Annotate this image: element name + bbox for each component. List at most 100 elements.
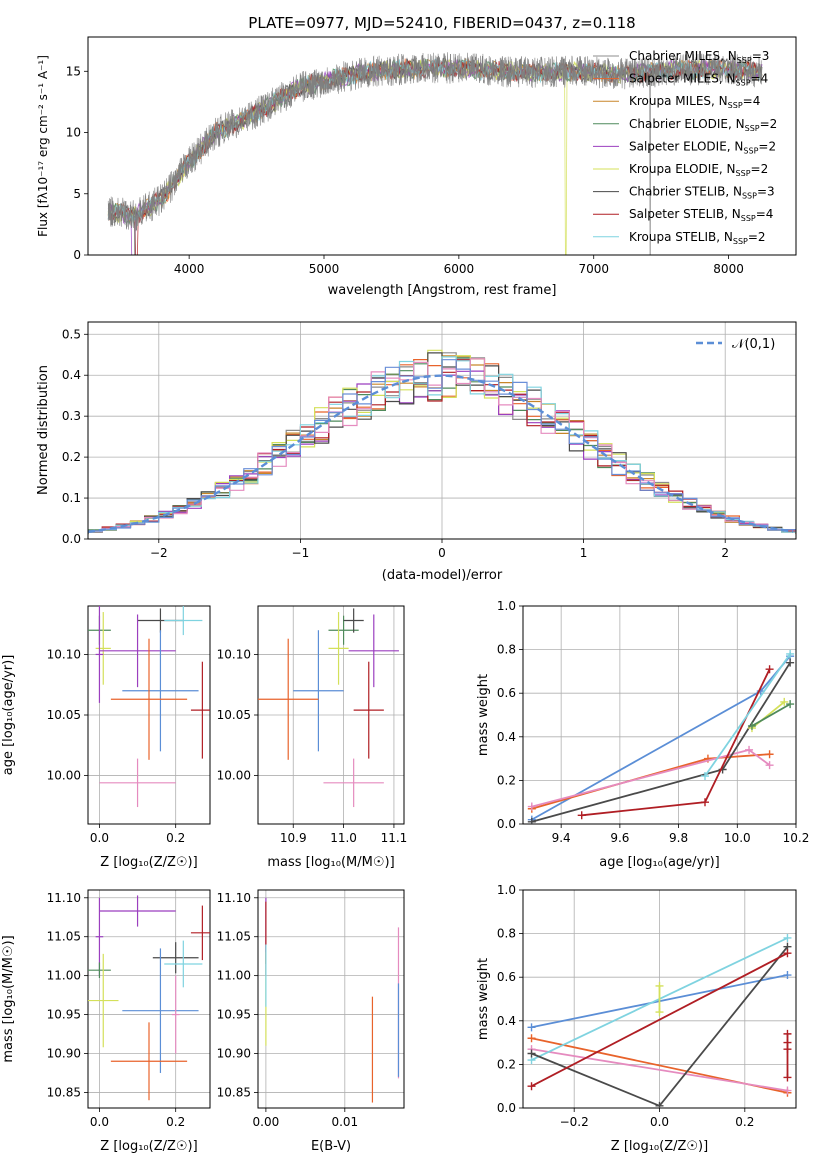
plot-frame: [257, 605, 405, 825]
y-tick-label: 10.90: [47, 1047, 81, 1061]
x-tick-label: 0.2: [735, 1115, 754, 1129]
residual-histogram: [88, 359, 796, 534]
y-tick-label: 0.2: [497, 1057, 516, 1071]
x-tick-label: 10.0: [724, 831, 751, 845]
weight-marker: [701, 798, 709, 807]
spectrum-lines: [107, 52, 763, 255]
legend-entry: Kroupa MILES, NSSP=4: [629, 94, 760, 110]
weight-marker: [783, 933, 792, 942]
model-trace: [107, 58, 763, 255]
y-tick-label: 11.00: [47, 969, 81, 983]
weight-line: [531, 1048, 788, 1092]
plot-frame: [87, 889, 211, 1109]
y-tick-label: 10.85: [47, 1085, 81, 1099]
weight-marker: [783, 971, 792, 980]
spectrum-x-ticks: 4000 5000 6000 7000 8000: [174, 255, 744, 276]
legend-entry: Salpeter MILES, NSSP=4: [629, 72, 768, 88]
y-tick-label: 10.95: [217, 1008, 251, 1022]
model-trace: [107, 58, 763, 255]
age-vs-mass-panel: 10.9 11.0 11.1 10.00 10.05 10.10 mass [log₁₀(M…: [217, 605, 407, 870]
y-tick-label: 5: [73, 187, 81, 201]
y-tick-label: 1.0: [497, 883, 516, 897]
weight-marker: [786, 658, 795, 667]
legend-entry: Chabrier STELIB, NSSP=3: [629, 185, 775, 201]
weight-marker: [527, 1023, 536, 1032]
weight-marker: [527, 1034, 536, 1043]
x-tick-label: 0.01: [331, 1115, 358, 1129]
axes: 10.9 11.0 11.1 10.00 10.05 10.10 mass [log₁₀(M…: [217, 605, 407, 870]
y-tick-label: 0.0: [497, 1101, 516, 1115]
weight-marker: [783, 1045, 792, 1054]
y-tick-label: 10.00: [47, 769, 81, 783]
spectrum-title: PLATE=0977, MJD=52410, FIBERID=0437, z=0…: [248, 14, 635, 32]
legend-entry: Kroupa ELODIE, NSSP=2: [629, 162, 768, 178]
mass-vs-ebv-panel: 0.00 0.01 10.85 10.90 10.95 11.00 11.05 11.10 E(…: [217, 889, 405, 1154]
weight-line: [531, 952, 788, 1087]
residuals-panel: −2 −1 0 1 2 0.0 0.1 0.2 0.3 0.4 0.5 (data-model)/…: [36, 321, 797, 583]
weight-marker: [783, 1073, 792, 1082]
y-tick-label: 0.5: [62, 327, 81, 341]
y-tick-label: 11.00: [217, 969, 251, 983]
weight-marker: [783, 1086, 792, 1095]
axes: 0.0 0.2 10.00 10.05 10.10 Z [log₁₀(Z/Z☉)] age …: [1, 605, 211, 870]
x-tick-label: 0: [438, 546, 446, 560]
x-tick-label: 9.8: [669, 831, 688, 845]
weight-line: [751, 703, 791, 727]
y-tick-label: 10.05: [217, 708, 251, 722]
x-tick-label: 6000: [444, 262, 475, 276]
weight-marker: [577, 811, 586, 820]
residuals-y-ticks: 0.0 0.1 0.2 0.3 0.4 0.5: [62, 327, 88, 546]
plot-frame: [522, 605, 797, 825]
y-tick-label: 0.6: [497, 686, 516, 700]
error-bars: [258, 608, 399, 808]
weight-marker: [527, 817, 536, 824]
x-tick-label: 7000: [578, 262, 609, 276]
y-tick-label: 1.0: [497, 599, 516, 613]
y-tick-label: 0.4: [497, 1014, 516, 1028]
y-tick-label: 11.05: [217, 930, 251, 944]
weight-marker: [747, 721, 756, 730]
legend-entry: Chabrier MILES, NSSP=3: [629, 49, 769, 65]
mass-vs-z-panel: 0.0 0.2 10.85 10.90 10.95 11.00 11.05 11.10 Z [l…: [1, 889, 211, 1154]
spectrum-y-ticks: 0 5 10 15: [66, 64, 88, 262]
x-axis-label: Z [log₁₀(Z/Z☉)]: [100, 1139, 197, 1154]
x-tick-label: 0.0: [90, 1115, 109, 1129]
x-tick-label: −0.2: [560, 1115, 589, 1129]
error-bars: [88, 606, 210, 808]
legend-entry: Kroupa STELIB, NSSP=2: [629, 230, 766, 246]
x-tick-label: 0.00: [253, 1115, 280, 1129]
weight-marker: [527, 1049, 536, 1058]
weight-marker: [786, 649, 795, 658]
x-tick-label: 10.9: [280, 831, 307, 845]
weight-lines: [527, 933, 792, 1108]
weight-marker: [780, 697, 789, 706]
y-tick-label: 10.05: [47, 708, 81, 722]
y-tick-label: 11.05: [47, 930, 81, 944]
x-tick-label: 0.2: [166, 1115, 185, 1129]
mass-weight-vs-z-panel: −0.2 0.0 0.2 0.0 0.2 0.4 0.6 0.8 1.0 Z [log₁₀(Z/Z…: [476, 883, 797, 1154]
plot-frame: [257, 889, 405, 1109]
x-tick-label: 0.0: [650, 1115, 669, 1129]
axes: 0.0 0.2 10.85 10.90 10.95 11.00 11.05 11.10 Z [l…: [1, 889, 211, 1154]
weight-line: [531, 655, 791, 821]
y-tick-label: 15: [66, 64, 81, 78]
x-axis-label: Z [log₁₀(Z/Z☉)]: [100, 855, 197, 870]
error-bars: [265, 897, 400, 1103]
y-tick-label: 0.0: [497, 817, 516, 831]
x-axis-label: E(B-V): [311, 1139, 351, 1154]
y-tick-label: 0.4: [497, 730, 516, 744]
y-tick-label: 10.90: [217, 1047, 251, 1061]
weight-marker: [765, 665, 774, 674]
y-tick-label: 11.10: [47, 891, 81, 905]
x-tick-label: −2: [150, 546, 168, 560]
legend-entry: Chabrier ELODIE, NSSP=2: [629, 117, 777, 133]
mass-weight-vs-age-panel: 9.4 9.6 9.8 10.0 10.2 0.0 0.2 0.4 0.6 0.8 1.0 age […: [476, 599, 809, 870]
x-tick-label: 2: [721, 546, 729, 560]
weight-marker: [655, 1101, 664, 1108]
observed-spectrum: [107, 52, 763, 255]
y-tick-label: 0.2: [497, 773, 516, 787]
axes: 0.00 0.01 10.85 10.90 10.95 11.00 11.05 11.10 E(…: [217, 889, 405, 1154]
y-tick-label: 10.00: [217, 769, 251, 783]
y-tick-label: 10.85: [217, 1085, 251, 1099]
